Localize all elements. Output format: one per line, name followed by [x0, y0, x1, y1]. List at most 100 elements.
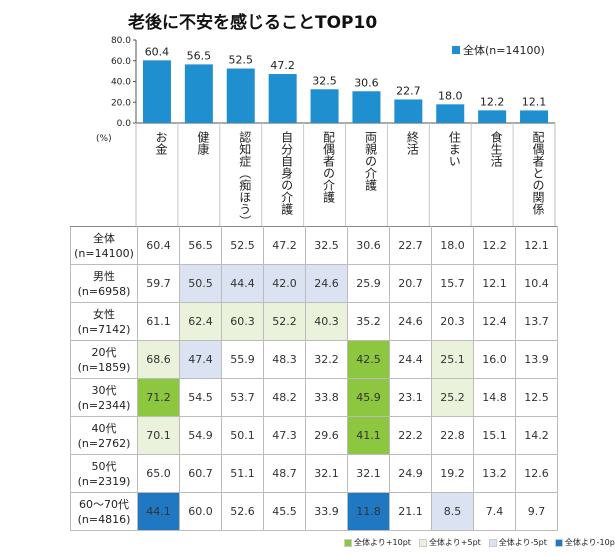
table-row: 40代 (n=2762) 70.1 54.9 50.1 47.3 29.6 41.1 22.2 2…	[70, 416, 558, 455]
category-label: 自分自身の介護	[280, 131, 294, 216]
bar	[226, 68, 255, 123]
table-cell: 44.1	[137, 492, 180, 531]
bar-value-label: 32.5	[312, 74, 337, 87]
table-cell: 70.1	[137, 416, 180, 455]
row-header: 40代 (n=2762)	[70, 416, 138, 455]
row-group-label: 50代	[91, 459, 117, 473]
table-cell: 16.0	[473, 340, 516, 379]
category-label: お金	[154, 131, 168, 155]
table-cell: 71.2	[137, 378, 180, 417]
bar-value-label: 30.6	[354, 76, 379, 89]
table-cell: 48.2	[263, 378, 306, 417]
difference-legend-label: 全体より-10pt	[564, 538, 615, 547]
table-cell: 48.7	[263, 454, 306, 493]
bar-value-label: 12.2	[480, 95, 505, 108]
table-cell: 13.9	[515, 340, 558, 379]
table-cell: 40.3	[305, 302, 348, 341]
row-group-label: 30代	[91, 383, 117, 397]
table-cell: 30.6	[347, 226, 390, 265]
table-cell: 25.2	[431, 378, 474, 417]
table-cell: 45.9	[347, 378, 390, 417]
table-cell: 47.3	[263, 416, 306, 455]
table-cell: 24.6	[389, 302, 432, 341]
table-cell: 65.0	[137, 454, 180, 493]
bar-value-label: 47.2	[270, 59, 295, 72]
y-tick-label: 0.0	[117, 119, 132, 129]
table-cell: 22.7	[389, 226, 432, 265]
difference-legend-swatch	[418, 538, 427, 547]
table-cell: 68.6	[137, 340, 180, 379]
category-label: 終活	[405, 130, 419, 155]
bar-value-label: 18.0	[438, 89, 463, 102]
table-cell: 60.4	[137, 226, 180, 265]
bar-chart: 0.0 20.0 40.0 60.0 80.0 60.4 お金 56.5 健康 52.5 認知症（痴…	[111, 36, 556, 227]
table-cell: 60.7	[179, 454, 222, 493]
difference-legend-label: 全体より-5pt	[498, 538, 547, 547]
row-sample-size: (n=2762)	[77, 436, 131, 450]
row-sample-size: (n=4816)	[77, 512, 131, 526]
table-cell: 53.7	[221, 378, 264, 417]
table-cell: 47.2	[263, 226, 306, 265]
table-cell: 32.5	[305, 226, 348, 265]
row-header: 60〜70代 (n=4816)	[70, 492, 138, 531]
table-row: 全体 (n=14100) 60.4 56.5 52.5 47.2 32.5 30.6 22.7 1…	[70, 226, 558, 265]
row-group-label: 40代	[91, 421, 117, 435]
table-cell: 44.4	[221, 264, 264, 303]
row-header: 50代 (n=2319)	[70, 454, 138, 493]
bar	[394, 99, 423, 123]
table-cell: 20.7	[389, 264, 432, 303]
table-cell: 54.9	[179, 416, 222, 455]
row-header: 20代 (n=1859)	[70, 340, 138, 379]
legend-swatch	[452, 46, 460, 54]
difference-legend-item: 全体より-5pt	[488, 537, 547, 548]
category-label: 両親の介護	[363, 131, 377, 192]
table-cell: 23.1	[389, 378, 432, 417]
difference-legend-item: 全体より-10pt	[554, 537, 615, 548]
table-cell: 13.2	[473, 454, 516, 493]
category-label: 住まい	[447, 131, 461, 167]
row-sample-size: (n=1859)	[77, 360, 131, 374]
bar	[520, 110, 549, 123]
table-cell: 33.9	[305, 492, 348, 531]
table-cell: 41.1	[347, 416, 390, 455]
table-cell: 54.5	[179, 378, 222, 417]
table-cell: 24.6	[305, 264, 348, 303]
table-cell: 8.5	[431, 492, 474, 531]
legend-label: 全体(n=14100)	[463, 44, 545, 57]
table-cell: 42.0	[263, 264, 306, 303]
table-cell: 42.5	[347, 340, 390, 379]
table-cell: 32.2	[305, 340, 348, 379]
row-sample-size: (n=6958)	[77, 284, 131, 298]
table-row: 60〜70代 (n=4816) 44.1 60.0 52.6 45.5 33.9 11.8 21…	[70, 492, 558, 531]
row-group-label: 20代	[91, 345, 117, 359]
bar-value-label: 56.5	[187, 49, 212, 62]
table-cell: 12.5	[515, 378, 558, 417]
table-cell: 25.9	[347, 264, 390, 303]
table-row: 20代 (n=1859) 68.6 47.4 55.9 48.3 32.2 42.5 24.4 2…	[70, 340, 558, 379]
table-cell: 52.2	[263, 302, 306, 341]
y-tick-label: 40.0	[111, 78, 131, 88]
table-cell: 59.7	[137, 264, 180, 303]
row-sample-size: (n=2344)	[77, 398, 131, 412]
row-header: 女性 (n=7142)	[70, 302, 138, 341]
table-cell: 12.1	[473, 264, 516, 303]
y-axis-unit: (%)	[96, 134, 112, 144]
table-cell: 51.1	[221, 454, 264, 493]
difference-legend-swatch	[554, 538, 563, 547]
table-row: 50代 (n=2319) 65.0 60.7 51.1 48.7 32.1 32.1 24.9 1…	[70, 454, 558, 493]
table-cell: 24.4	[389, 340, 432, 379]
table-cell: 12.1	[515, 226, 558, 265]
bar-value-label: 52.5	[229, 54, 254, 67]
chart-legend: 全体(n=14100)	[452, 42, 545, 58]
table-cell: 15.7	[431, 264, 474, 303]
difference-legend-item: 全体より+5pt	[418, 537, 481, 548]
table-cell: 21.1	[389, 492, 432, 531]
chart-title: 老後に不安を感じることTOP10	[128, 13, 378, 33]
table-cell: 48.3	[263, 340, 306, 379]
difference-legend: 全体より+10pt 全体より+5pt 全体より-5pt 全体より-10pt	[344, 537, 615, 548]
row-header: 30代 (n=2344)	[70, 378, 138, 417]
table-cell: 61.1	[137, 302, 180, 341]
table-cell: 12.4	[473, 302, 516, 341]
table-cell: 60.3	[221, 302, 264, 341]
table-cell: 33.8	[305, 378, 348, 417]
